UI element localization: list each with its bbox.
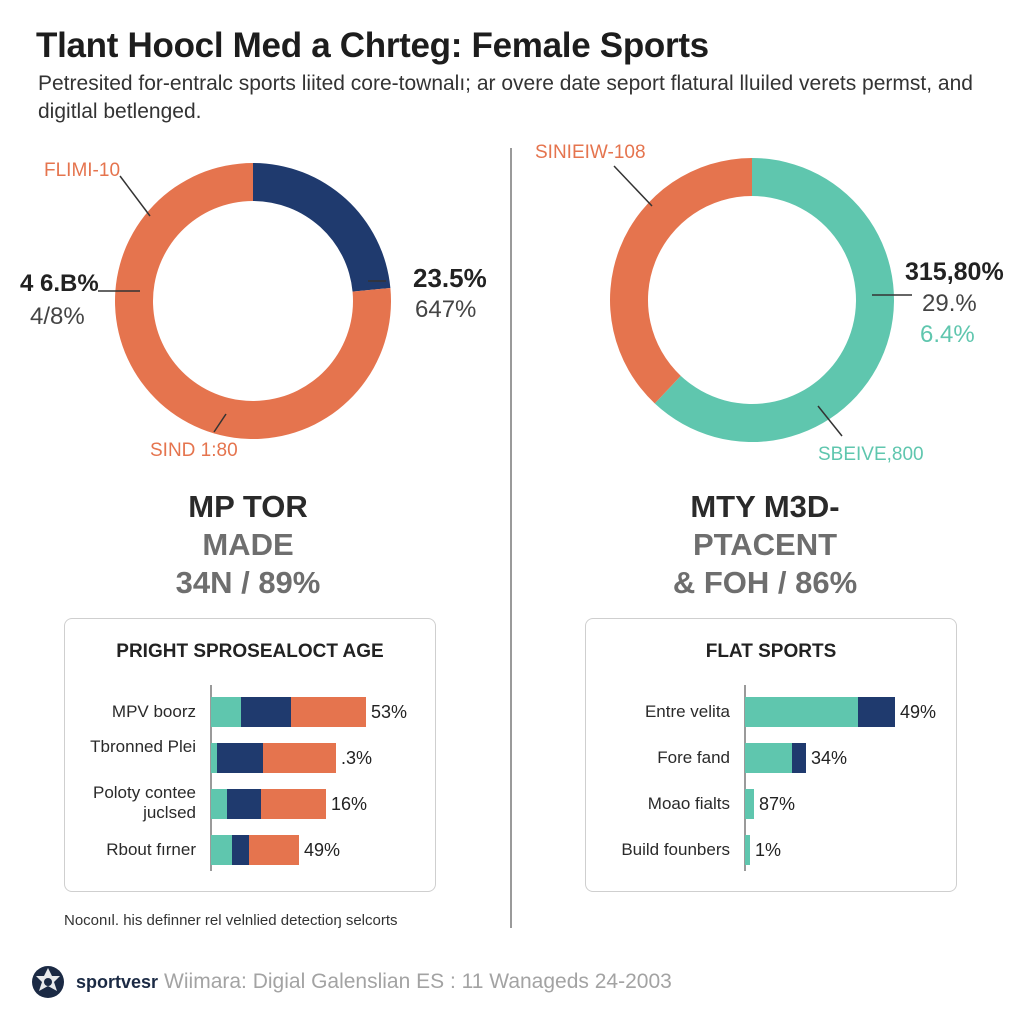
bar-value-label: 49%: [900, 702, 937, 722]
bar-label: Moao fialts: [647, 794, 730, 813]
bar-label: Tbronned Plei: [90, 737, 196, 756]
brand-name[interactable]: sportvesr: [76, 971, 159, 992]
left-bar-axis: [210, 685, 212, 871]
right-callout-bottom-leader: [817, 405, 843, 437]
right-donut-slice-teal: [654, 158, 894, 442]
bar-track: [211, 743, 336, 773]
bar-segment-teal: [211, 697, 241, 727]
left-callout-top-leader: [119, 175, 151, 217]
page-title: Tlant Hoocl Med a Chrteg: Female Sports: [36, 26, 709, 65]
right-bar-chart-title: FLAT SPORTS: [705, 641, 837, 662]
bar-segment-teal: [745, 743, 792, 773]
bar-segment-navy: [241, 697, 291, 727]
bar-track: [211, 789, 326, 819]
bar-segment-navy: [858, 697, 895, 727]
bar-segment-navy: [792, 743, 806, 773]
right-value-primary: 315,80%: [905, 258, 1004, 286]
right-heading-line3: & FOH / 86%: [672, 565, 858, 600]
bar-segment-orange: [261, 789, 326, 819]
bar-track: [745, 789, 754, 819]
bar-track: [211, 835, 299, 865]
right-callout-top: SINIEIW-108: [535, 142, 646, 163]
bar-track: [211, 697, 366, 727]
left-right-value-primary: 23.5%: [413, 263, 487, 293]
right-value-secondary: 29.%: [922, 290, 977, 317]
right-heading-line2: PTACENT: [692, 527, 838, 562]
left-right-value-secondary: 647%: [415, 296, 477, 323]
bar-segment-orange: [249, 835, 299, 865]
bar-label: MPV boorz: [111, 702, 196, 721]
bar-segment-orange: [263, 743, 336, 773]
bar-segment-teal: [745, 697, 858, 727]
bar-value-label: 87%: [759, 794, 796, 814]
globe-icon: [32, 966, 64, 998]
bar-track: [745, 835, 750, 865]
right-donut-chart: [610, 158, 912, 442]
bar-segment-navy: [232, 835, 249, 865]
left-bar-chart-title: PRIGHT SPROSEALOCT AGE: [116, 641, 384, 662]
bar-value-label: 53%: [371, 702, 408, 722]
footnote: Noconıl. his definner rel velnlied detec…: [64, 912, 398, 929]
left-heading-line2: MADE: [202, 527, 294, 562]
bar-value-label: 49%: [304, 840, 341, 860]
bar-label: Rbout fırner: [106, 840, 196, 859]
bar-label: Poloty contee juclsed: [92, 783, 196, 822]
left-value-primary: 4 6.B%: [20, 270, 99, 297]
bar-value-label: .3%: [341, 748, 373, 768]
bar-label: Entre velita: [644, 702, 730, 721]
bar-label: Build founbers: [621, 840, 730, 859]
right-value-tertiary: 6.4%: [920, 321, 975, 348]
bar-segment-teal: [211, 835, 232, 865]
left-callout-bottom-leader: [213, 413, 227, 433]
left-donut-chart: [98, 163, 391, 440]
bar-segment-navy: [217, 743, 263, 773]
bar-value-label: 1%: [755, 840, 782, 860]
right-bar-chart-card: FLAT SPORTS Entre velita 49% Fore fand 34% M…: [585, 618, 957, 892]
left-callout-top: FLIMI-10: [44, 160, 121, 181]
right-bar-axis: [744, 685, 746, 871]
right-heading-line1: MTY M3D-: [690, 489, 840, 524]
right-callout-bottom: SBEIVE,800: [818, 444, 924, 465]
left-bar-chart-card: PRIGHT SPROSEALOCT AGE MPV boorz 53% Tbron…: [64, 618, 436, 892]
left-heading: MP TOR MADE 34N / 89%: [78, 488, 418, 602]
center-divider: [510, 148, 512, 928]
bar-track: [745, 697, 895, 727]
bar-segment-teal: [211, 743, 217, 773]
bar-segment-teal: [211, 789, 227, 819]
right-callout-top-leader: [613, 165, 653, 207]
bar-value-label: 16%: [331, 794, 368, 814]
right-heading: MTY M3D- PTACENT & FOH / 86%: [595, 488, 935, 602]
bar-segment-navy: [227, 789, 261, 819]
left-callout-bottom: SIND 1:80: [150, 440, 238, 461]
bar-segment-teal: [745, 789, 754, 819]
bar-segment-teal: [745, 835, 750, 865]
bar-label: Fore fand: [657, 748, 730, 767]
source-text: Wiimara: Digial Galenslian ES : 11 Wanag…: [164, 970, 672, 993]
left-value-secondary: 4/8%: [30, 303, 85, 330]
left-heading-line3: 34N / 89%: [175, 565, 321, 600]
bar-segment-orange: [291, 697, 366, 727]
page-subtitle: Petresited for-entralc sports liited cor…: [38, 72, 973, 123]
left-heading-line1: MP TOR: [188, 489, 308, 524]
bar-value-label: 34%: [811, 748, 848, 768]
left-donut-slice-navy: [253, 163, 391, 292]
right-donut-slice-orange: [610, 158, 752, 404]
bar-track: [745, 743, 806, 773]
footer: sportvesr Wiimara: Digial Galenslian ES …: [30, 964, 672, 1000]
